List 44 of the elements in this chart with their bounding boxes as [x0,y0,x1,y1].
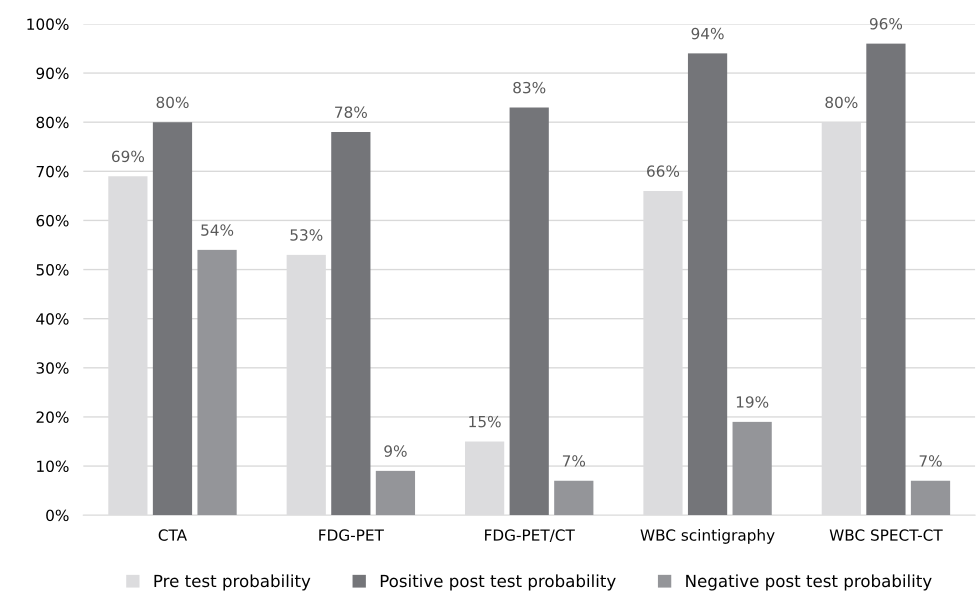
data-label: 78% [335,106,367,118]
legend-label: Positive post test probability [380,574,616,590]
data-label: 66% [647,165,680,177]
y-tick-label: 70% [36,166,69,178]
y-tick-label: 20% [36,411,69,423]
y-tick-label: 30% [36,362,69,374]
data-label: 94% [692,28,724,40]
x-tick-label: FDG-PET/CT [485,529,575,542]
legend-label: Negative post test probability [686,574,932,590]
data-label: 7% [920,455,942,467]
y-tick-label: 40% [36,313,69,325]
y-tick-label: 90% [36,68,69,80]
data-label: 69% [112,150,144,162]
x-tick-label: CTA [158,529,187,541]
y-tick-label: 60% [36,214,69,226]
y-tick-label: 50% [36,264,69,276]
data-label: 19% [736,396,768,408]
bar [376,470,416,516]
data-label: 9% [384,445,407,457]
x-tick-label: FDG-PET [319,529,384,541]
data-label: 80% [156,96,189,108]
data-label: 7% [562,455,586,467]
bar [732,422,772,516]
data-label: 15% [469,416,501,428]
bar [688,53,728,516]
x-tick-label: WBC SPECT-CT [830,529,943,541]
y-tick-label: 80% [36,116,69,128]
y-tick-label: 10% [37,460,69,472]
data-label: 54% [201,224,234,236]
x-tick-label: WBC scintigraphy [640,529,775,544]
data-label: 53% [290,229,322,241]
bar [866,44,906,516]
y-tick-label: 0% [46,510,69,522]
bar [910,480,950,516]
bar [554,480,594,516]
bar [197,250,237,516]
data-label: 96% [870,18,902,30]
data-label: 80% [825,96,858,108]
bar [510,107,549,516]
legend-label: Pre test probability [154,574,310,590]
bar [331,132,370,516]
data-label: 83% [513,82,546,94]
y-tick-label: 100% [27,18,69,30]
bar [152,122,192,516]
